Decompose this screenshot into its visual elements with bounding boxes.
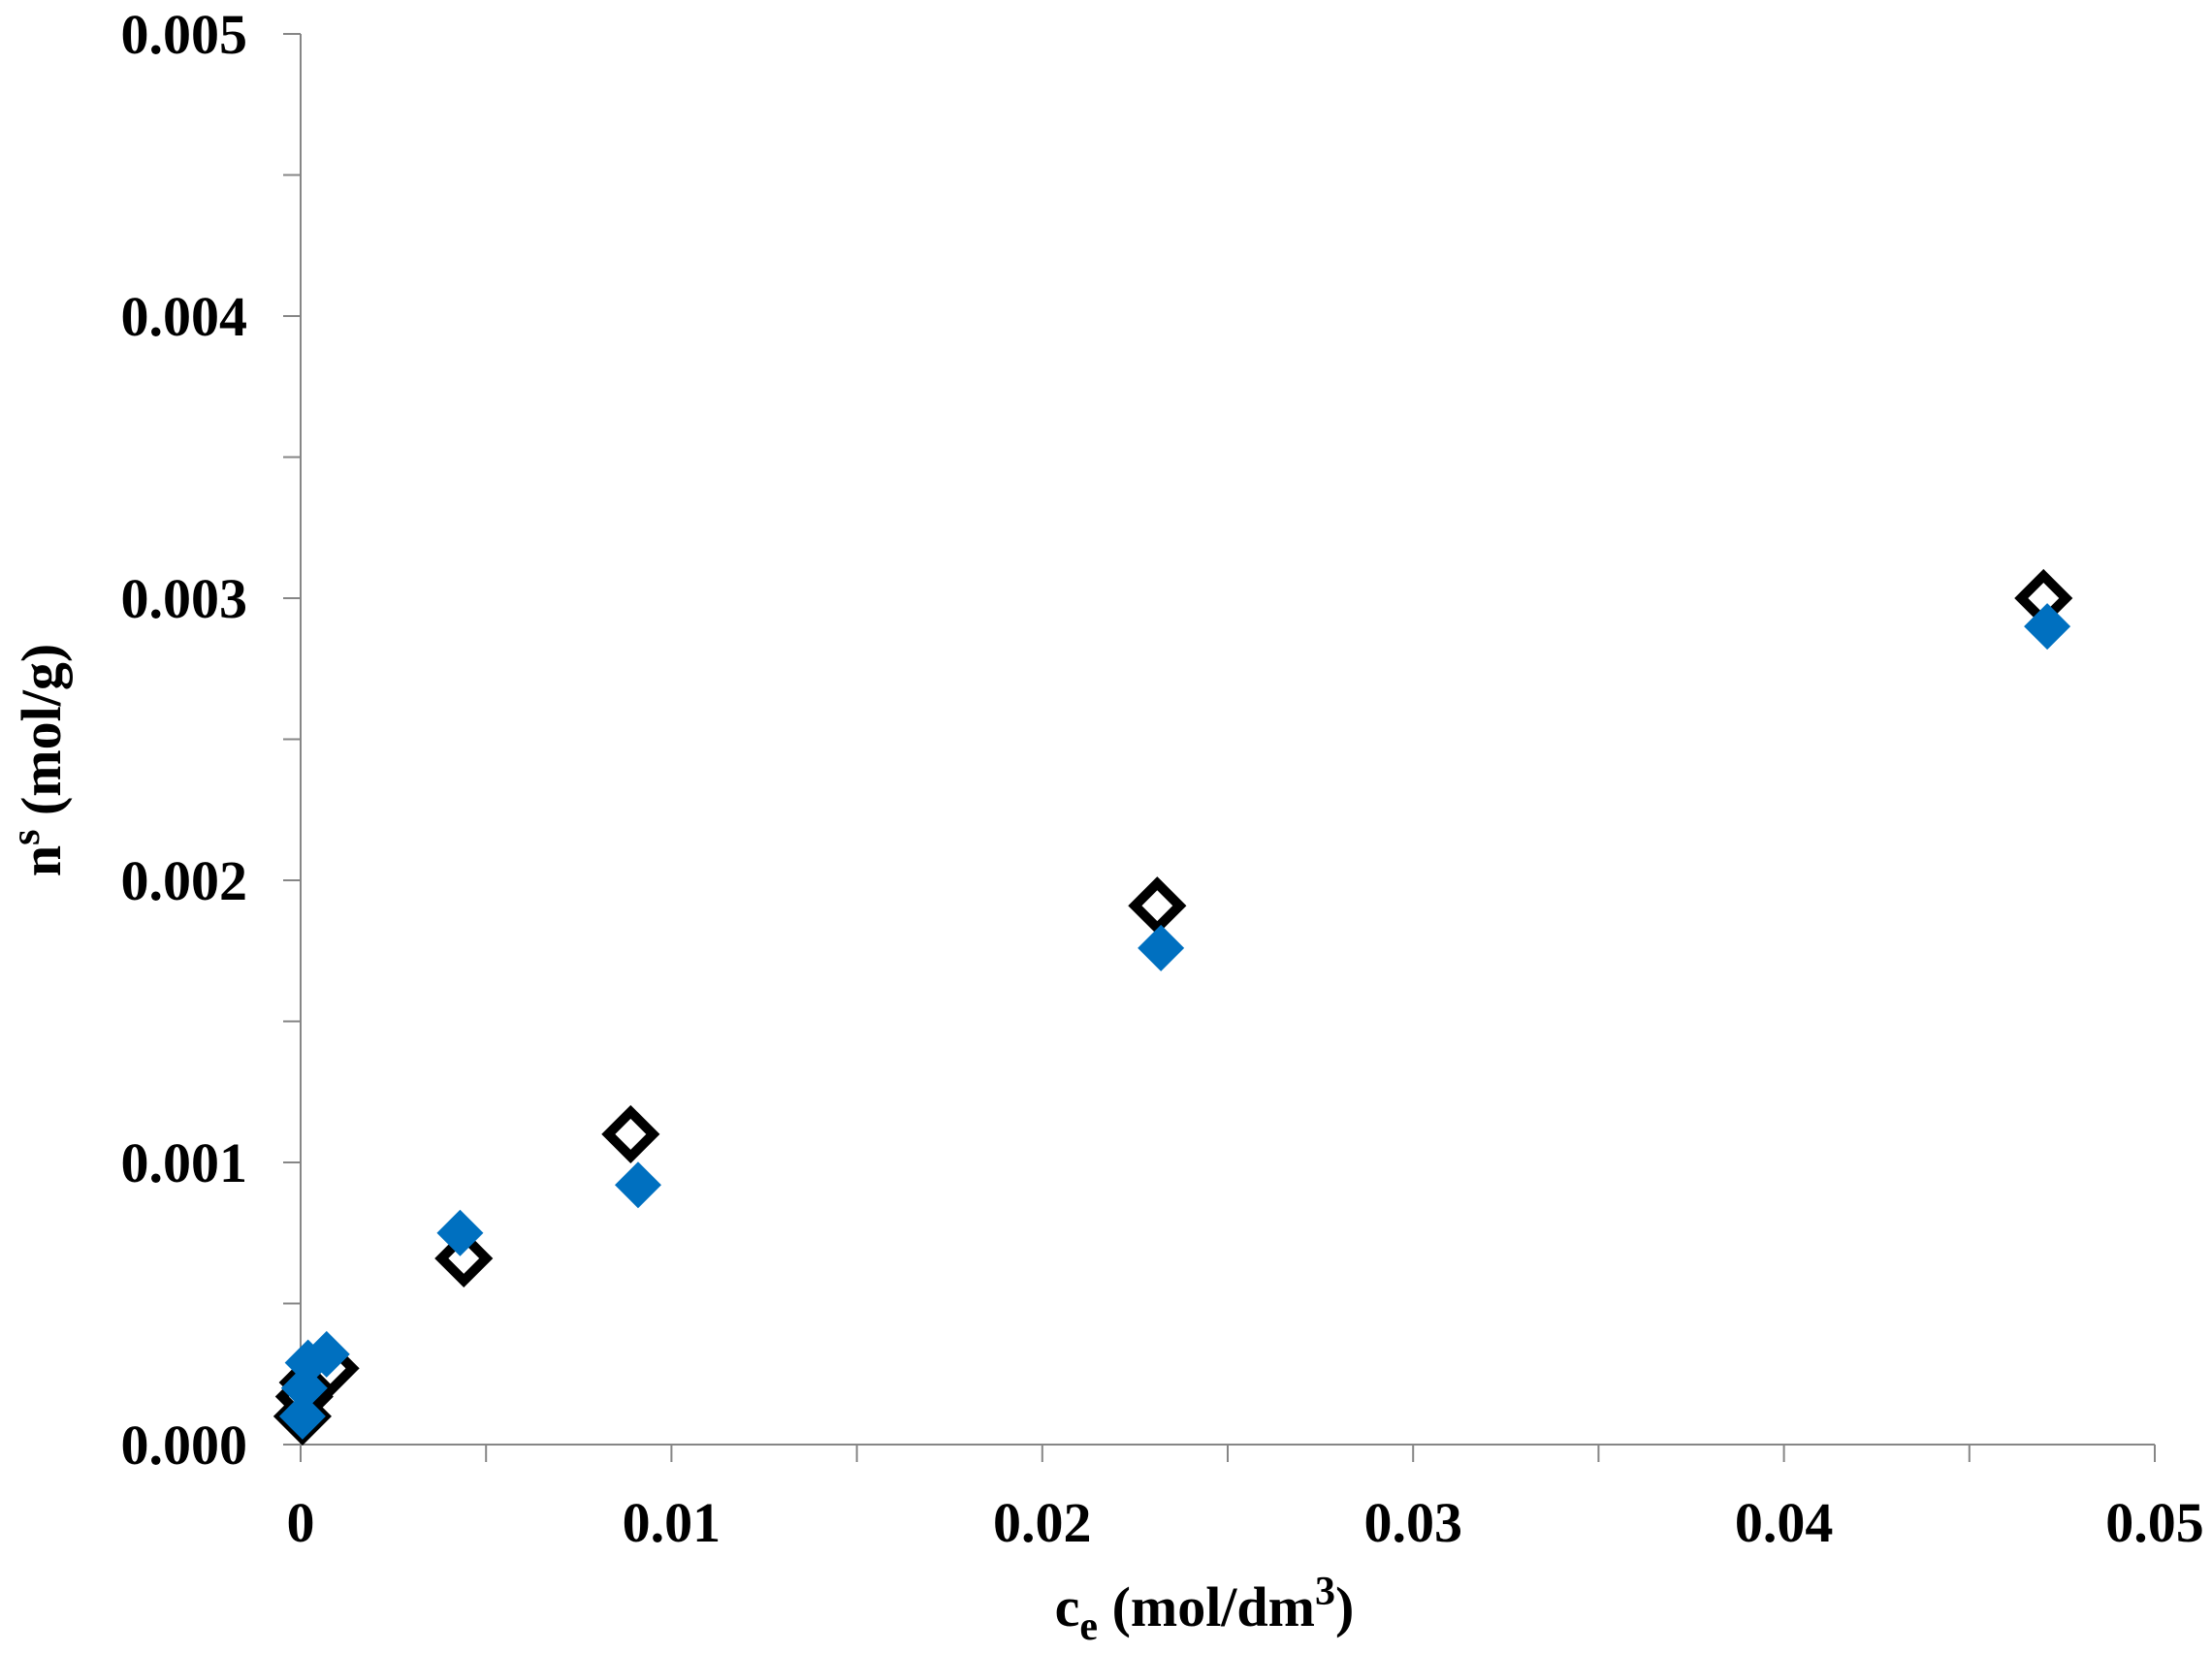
x-axis-title-base: c bbox=[1055, 1575, 1080, 1638]
y-tick-label: 0.001 bbox=[121, 1131, 248, 1194]
x-axis-title-close: ) bbox=[1335, 1575, 1354, 1638]
y-tick-label: 0.003 bbox=[121, 567, 248, 630]
data-point bbox=[278, 1392, 326, 1440]
y-tick-label: 0.002 bbox=[121, 849, 248, 912]
y-tick-label: 0.004 bbox=[121, 285, 248, 348]
x-tick-label: 0.01 bbox=[623, 1491, 721, 1554]
series-1 bbox=[272, 568, 2073, 1446]
x-axis-title-superscript: 3 bbox=[1315, 1570, 1335, 1614]
x-tick-label: 0 bbox=[287, 1491, 315, 1554]
y-axis-title-base: n bbox=[10, 845, 73, 876]
x-axis-title: ce (mol/dm3) bbox=[1055, 1570, 1355, 1649]
data-point bbox=[2024, 603, 2071, 651]
data-point bbox=[614, 1161, 661, 1209]
series-2 bbox=[278, 603, 2071, 1440]
x-tick-label: 0.03 bbox=[1363, 1491, 1462, 1554]
data-point bbox=[601, 1104, 660, 1163]
data-point bbox=[1128, 876, 1187, 936]
tick-labels: 0.000 0.001 0.002 0.003 0.004 0.005 0 0.01 0.02 0… bbox=[121, 3, 2204, 1554]
x-tick-label: 0.05 bbox=[2105, 1491, 2204, 1554]
x-axis-title-subscript: e bbox=[1079, 1605, 1098, 1649]
y-axis-title-text: (mol/g) bbox=[10, 644, 73, 830]
y-axis-title: ns (mol/g) bbox=[4, 644, 73, 876]
data-points bbox=[272, 568, 2073, 1446]
y-tick-label: 0.000 bbox=[121, 1414, 248, 1477]
data-point bbox=[303, 1330, 350, 1378]
tick-marks bbox=[283, 33, 2156, 1462]
x-axis-title-text: (mol/dm bbox=[1098, 1575, 1315, 1638]
axes bbox=[300, 34, 2155, 1446]
y-axis-title-superscript: s bbox=[4, 830, 48, 845]
data-point bbox=[436, 1209, 484, 1256]
data-point bbox=[1138, 924, 1185, 971]
y-tick-label: 0.005 bbox=[121, 3, 248, 66]
x-tick-label: 0.04 bbox=[1735, 1491, 1834, 1554]
x-tick-label: 0.02 bbox=[993, 1491, 1092, 1554]
